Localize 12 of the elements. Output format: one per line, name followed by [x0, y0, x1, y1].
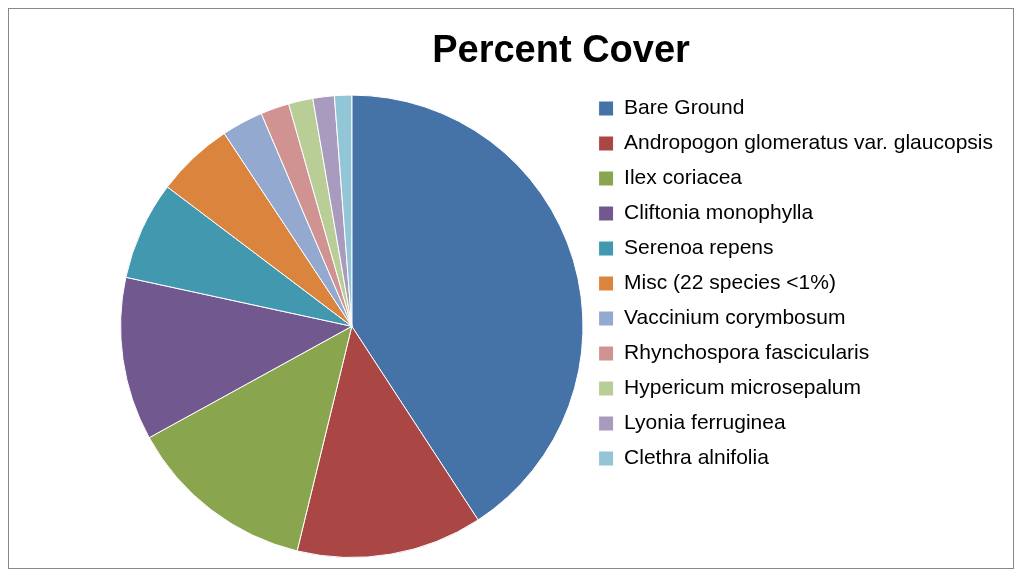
legend-label: Andropogon glomeratus var. glaucopsis	[624, 130, 994, 154]
legend-label: Serenoa repens	[624, 235, 774, 259]
legend-label: Lyonia ferruginea	[624, 410, 786, 434]
legend-label: Rhynchospora fascicularis	[624, 340, 870, 364]
legend-label: Clethra alnifolia	[624, 445, 770, 469]
legend-label: Hypericum microsepalum	[624, 375, 862, 399]
legend-label: Ilex coriacea	[624, 165, 743, 189]
legend-label: Cliftonia monophylla	[624, 200, 814, 224]
legend-label: Bare Ground	[624, 95, 745, 119]
chart-title: Percent Cover	[432, 28, 691, 71]
legend-label: Vaccinium corymbosum	[624, 305, 846, 329]
legend-label: Misc (22 species <1%)	[624, 270, 836, 294]
